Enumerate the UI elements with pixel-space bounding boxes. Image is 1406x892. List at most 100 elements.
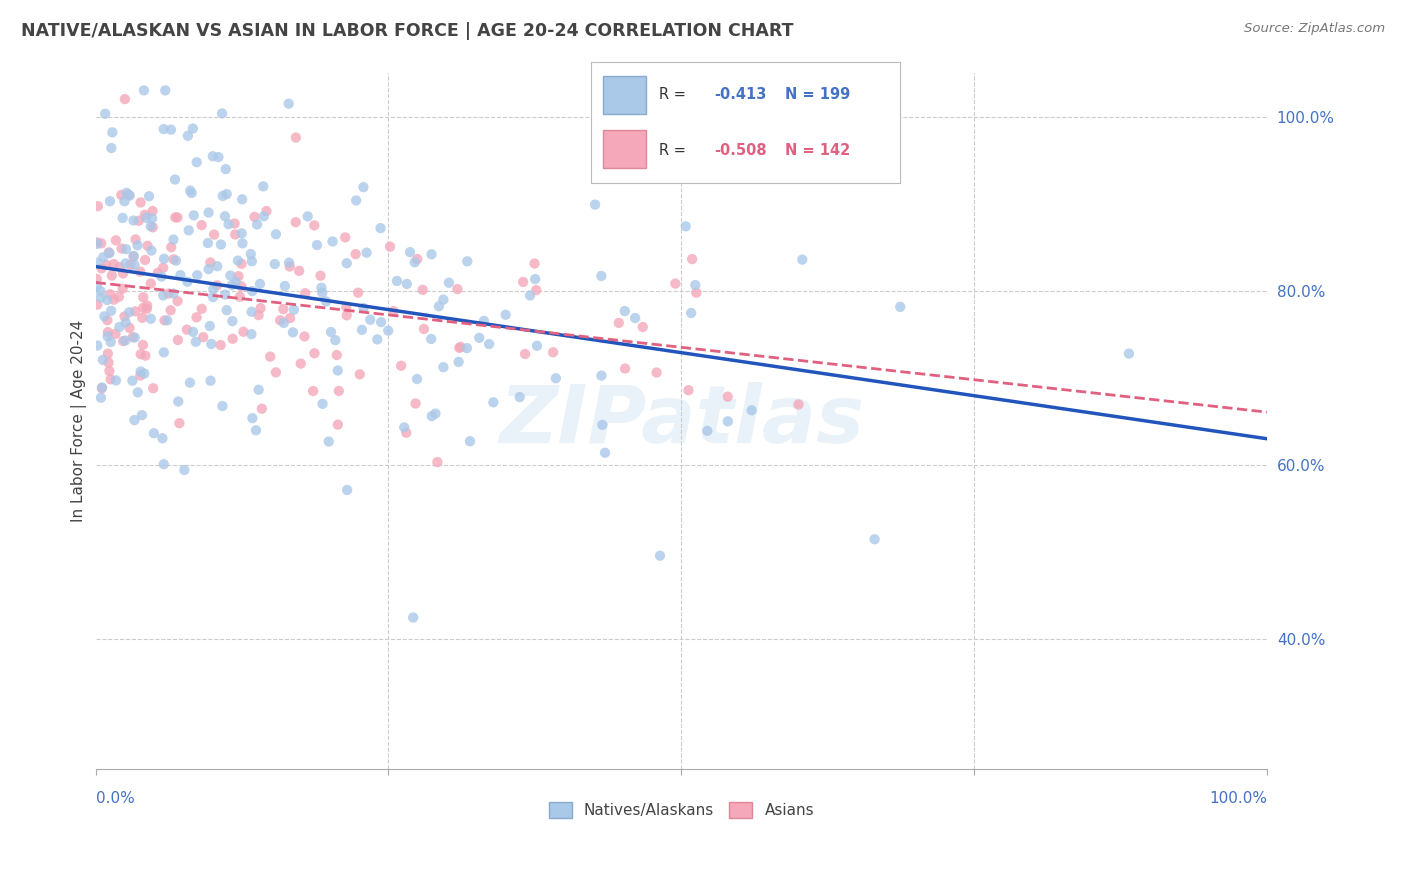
Point (135, 301, 157, 316)
Legend: Natives/Alaskans, Asians: Natives/Alaskans, Asians (543, 797, 820, 824)
Point (184, 334, 207, 349)
Point (153, 345, 176, 359)
Point (136, 299, 159, 313)
Point (420, 409, 443, 423)
Point (197, 235, 219, 250)
Point (211, 399, 233, 413)
Point (166, 294, 188, 309)
Point (169, 416, 191, 430)
Point (302, 384, 325, 398)
Point (717, 390, 740, 404)
Point (250, 401, 273, 416)
Point (141, 211, 163, 226)
Point (406, 252, 429, 266)
Point (792, 252, 814, 267)
Point (541, 345, 564, 359)
Point (135, 211, 157, 225)
Point (591, 368, 613, 383)
Point (613, 304, 636, 318)
Point (169, 268, 191, 282)
Point (458, 434, 481, 449)
Point (122, 213, 145, 227)
Point (402, 610, 425, 624)
Point (127, 385, 149, 400)
Point (142, 426, 165, 441)
Point (124, 258, 146, 272)
Point (162, 286, 184, 301)
Point (129, 347, 152, 361)
Point (228, 269, 250, 284)
Point (309, 268, 332, 283)
Point (353, 301, 375, 315)
Y-axis label: In Labor Force | Age 20-24: In Labor Force | Age 20-24 (72, 320, 87, 523)
Point (395, 277, 418, 291)
Point (86, 235, 108, 250)
Point (97, 245, 120, 260)
Point (591, 417, 613, 432)
Point (98, 364, 121, 378)
Point (231, 236, 253, 251)
Point (176, 275, 198, 289)
Point (1118, 346, 1140, 360)
Point (319, 325, 342, 339)
Point (120, 258, 142, 272)
Point (152, 431, 174, 445)
Point (215, 303, 238, 318)
Point (240, 284, 263, 298)
Text: 0.0%: 0.0% (96, 791, 135, 806)
Point (152, 457, 174, 471)
Point (173, 463, 195, 477)
Point (249, 301, 271, 315)
Point (218, 217, 240, 231)
Point (136, 239, 159, 253)
Point (593, 446, 616, 460)
Point (426, 455, 449, 469)
Point (456, 254, 478, 268)
Point (86, 272, 108, 286)
Point (253, 209, 276, 223)
Point (509, 390, 531, 404)
Point (103, 257, 125, 271)
Point (278, 255, 301, 269)
Point (163, 172, 186, 186)
Point (90, 381, 112, 395)
Point (134, 208, 156, 222)
Point (395, 425, 418, 440)
Text: Source: ZipAtlas.com: Source: ZipAtlas.com (1244, 22, 1385, 36)
Point (526, 339, 548, 353)
Point (134, 252, 156, 267)
Point (304, 219, 326, 233)
Point (124, 232, 146, 246)
Point (108, 320, 131, 334)
Point (326, 363, 349, 377)
Point (432, 293, 454, 307)
Point (281, 326, 304, 340)
Point (132, 290, 155, 304)
Point (347, 285, 370, 300)
Point (129, 195, 152, 210)
Point (382, 304, 405, 318)
Point (427, 299, 450, 313)
Point (214, 287, 236, 301)
Point (121, 374, 143, 388)
Point (377, 324, 399, 338)
Point (127, 238, 149, 252)
Point (311, 281, 333, 295)
Point (115, 186, 138, 200)
Point (100, 372, 122, 386)
Point (118, 188, 141, 202)
Point (294, 286, 316, 301)
Point (180, 186, 202, 200)
Point (97, 325, 120, 339)
Point (328, 384, 350, 398)
Point (259, 350, 281, 364)
Point (97, 355, 120, 369)
Point (264, 227, 287, 242)
Point (98, 194, 121, 209)
Point (111, 242, 134, 256)
Point (93, 310, 115, 324)
Point (90, 236, 112, 251)
Point (273, 316, 295, 330)
Point (326, 417, 349, 432)
Point (245, 423, 267, 437)
